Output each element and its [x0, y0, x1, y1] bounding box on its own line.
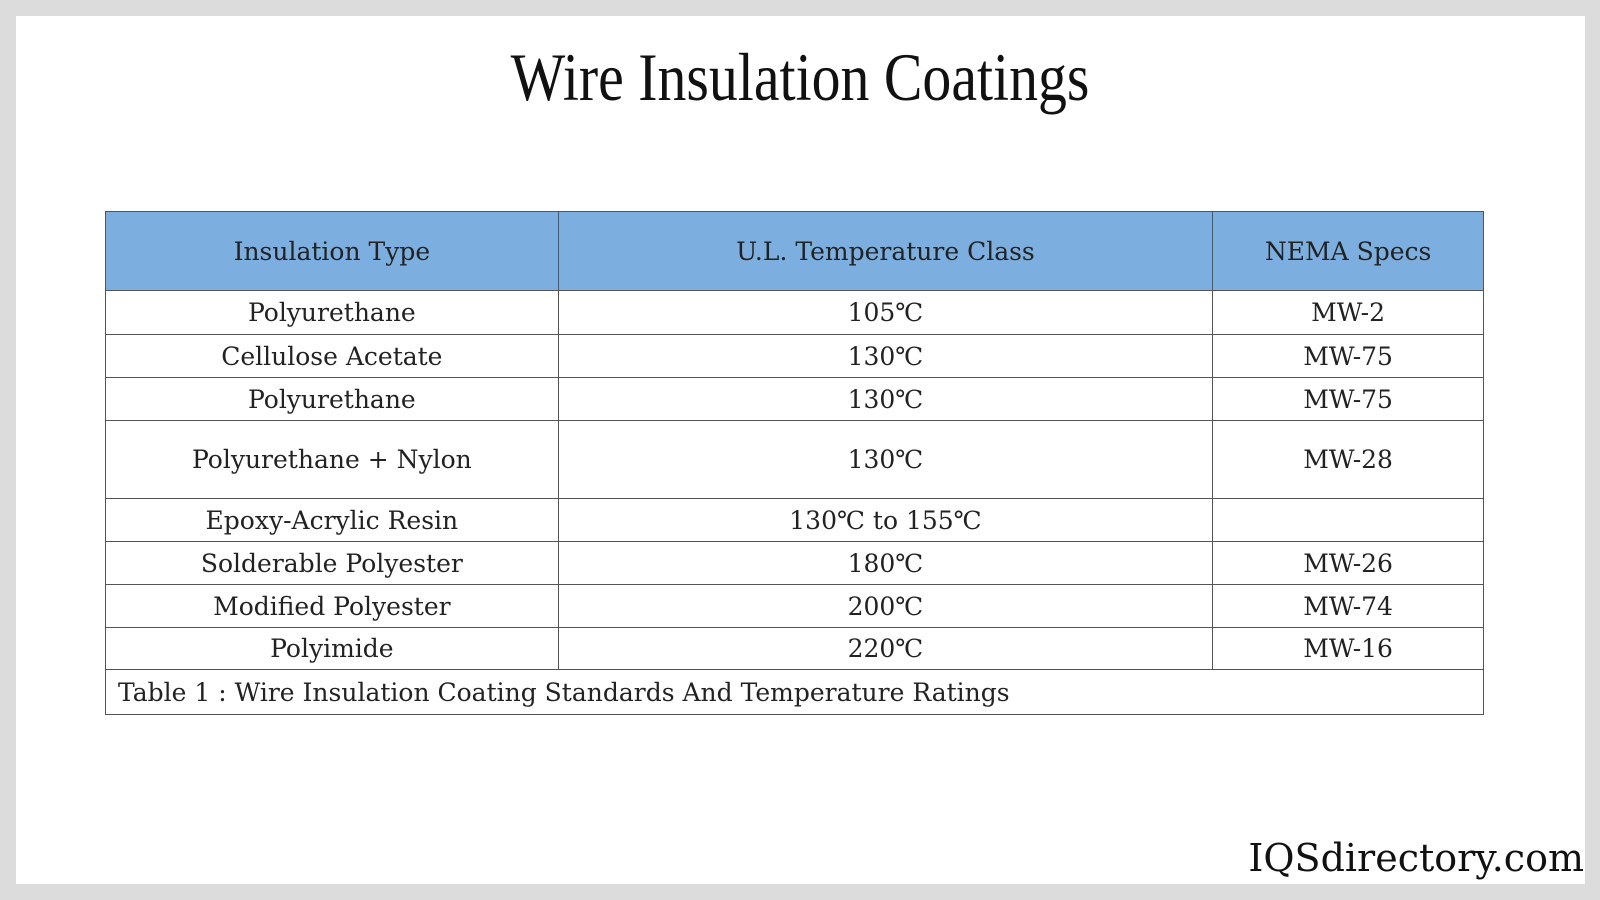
table-row: Modified Polyester 200℃ MW-74	[105, 584, 1484, 628]
cell: Polyurethane + Nylon	[105, 420, 559, 499]
table-row: Polyurethane 105℃ MW-2	[105, 290, 1484, 335]
cell: MW-26	[1212, 541, 1484, 585]
cell: 130℃	[557, 420, 1214, 499]
table-row: Polyimide 220℃ MW-16	[105, 627, 1484, 670]
column-header: NEMA Specs	[1212, 211, 1484, 291]
cell: MW-74	[1212, 584, 1484, 628]
cell: MW-75	[1212, 377, 1484, 421]
caption-row: Table 1 : Wire Insulation Coating Standa…	[105, 669, 1484, 715]
table-row: Polyurethane + Nylon 130℃ MW-28	[105, 420, 1484, 499]
cell: 130℃ to 155℃	[557, 498, 1214, 542]
cell: 220℃	[557, 627, 1214, 670]
column-header: Insulation Type	[105, 211, 559, 291]
table-row: Solderable Polyester 180℃ MW-26	[105, 541, 1484, 585]
cell: MW-75	[1212, 334, 1484, 378]
cell: Cellulose Acetate	[105, 334, 559, 378]
cell: 180℃	[557, 541, 1214, 585]
table: Insulation Type U.L. Temperature Class NEM…	[105, 211, 1484, 715]
cell	[1212, 498, 1484, 542]
table-body: Polyurethane 105℃ MW-2 Cellulose Acetate 130…	[105, 290, 1484, 715]
table-row: Epoxy-Acrylic Resin 130℃ to 155℃	[105, 498, 1484, 542]
cell: MW-2	[1212, 290, 1484, 335]
header-row: Insulation Type U.L. Temperature Class NEM…	[105, 211, 1484, 291]
cell: Modified Polyester	[105, 584, 559, 628]
table-row: Polyurethane 130℃ MW-75	[105, 377, 1484, 421]
brand: IQSdirectory.com	[1248, 836, 1584, 880]
cell: Polyurethane	[105, 377, 559, 421]
cell: Polyimide	[105, 627, 559, 670]
cell: 105℃	[557, 290, 1214, 335]
cell: MW-28	[1212, 420, 1484, 499]
cell: 130℃	[557, 334, 1214, 378]
cell: 200℃	[557, 584, 1214, 628]
cell: Epoxy-Acrylic Resin	[105, 498, 559, 542]
cell: MW-16	[1212, 627, 1484, 670]
cell: 130℃	[557, 377, 1214, 421]
title: Wire Insulation Coatings	[510, 39, 1090, 115]
table-row: Cellulose Acetate 130℃ MW-75	[105, 334, 1484, 378]
cell: Solderable Polyester	[105, 541, 559, 585]
caption: Table 1 : Wire Insulation Coating Standa…	[105, 669, 1484, 715]
cell: Polyurethane	[105, 290, 559, 335]
column-header: U.L. Temperature Class	[557, 211, 1214, 291]
